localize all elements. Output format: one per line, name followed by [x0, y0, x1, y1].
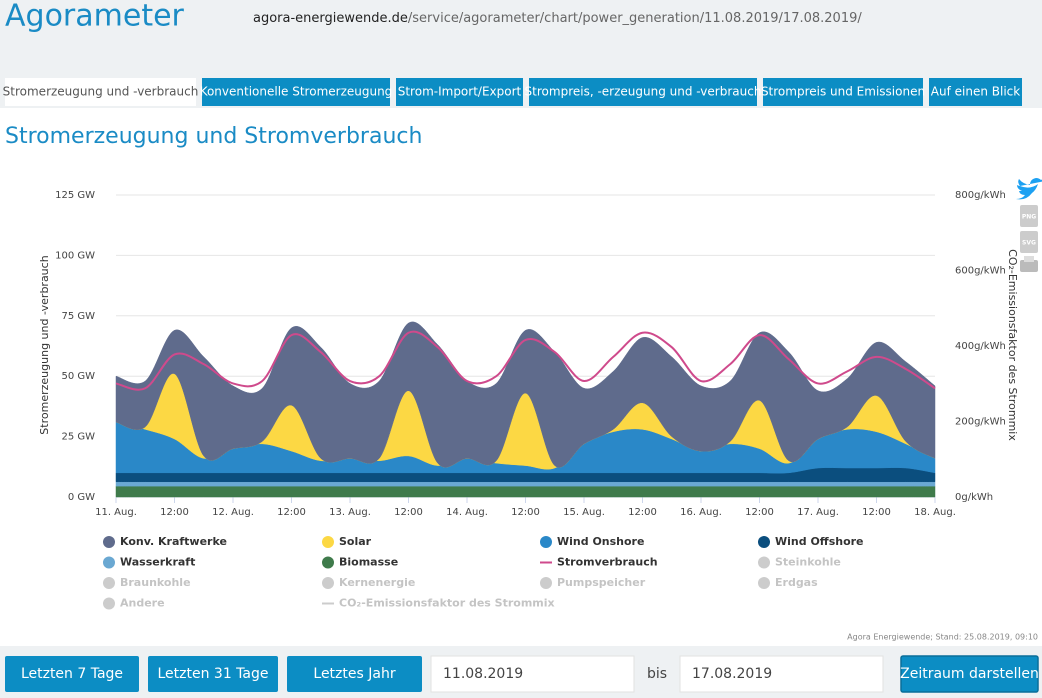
legend-label[interactable]: Solar — [339, 535, 372, 548]
url-path: /service/agorameter/chart/power_generati… — [408, 11, 862, 26]
legend-swatch[interactable] — [103, 536, 115, 548]
tab[interactable] — [763, 78, 923, 106]
range-button-label: Letzten 31 Tage — [157, 666, 268, 682]
y-tick-label: 25 GW — [61, 432, 95, 443]
export-icons — [1016, 178, 1042, 272]
y-axis-label: Stromerzeugung und -verbrauch — [38, 255, 51, 434]
legend-swatch[interactable] — [758, 577, 770, 589]
x-tick-label: 14. Aug. — [446, 507, 488, 518]
legend-label[interactable]: Andere — [120, 597, 165, 610]
tab-label: Strompreis und Emissionen — [761, 85, 925, 99]
legend-swatch[interactable] — [322, 536, 334, 548]
twitter-icon[interactable] — [1016, 178, 1042, 200]
png-icon[interactable] — [1020, 205, 1038, 227]
line — [115, 330, 936, 391]
tab[interactable] — [202, 78, 390, 106]
y2-tick-label: 800g/kWh — [955, 190, 1006, 201]
legend-swatch[interactable] — [103, 577, 115, 589]
date-input[interactable] — [679, 655, 884, 693]
tab[interactable] — [929, 78, 1022, 106]
area — [115, 485, 936, 498]
legend-label[interactable]: Biomasse — [339, 556, 398, 569]
y-tick-label: 100 GW — [55, 250, 95, 261]
range-button[interactable] — [148, 656, 278, 692]
legend-label[interactable]: Erdgas — [775, 576, 818, 589]
legend-swatch[interactable] — [758, 536, 770, 548]
export-label: SVG — [1022, 240, 1036, 247]
tab[interactable] — [529, 78, 757, 106]
tab-label: Stromerzeugung und -verbrauch — [3, 85, 199, 99]
x-tick-label: 16. Aug. — [680, 507, 722, 518]
y-tick-label: 125 GW — [55, 190, 95, 201]
range-button[interactable] — [5, 656, 139, 692]
x-tick-label: 12:00 — [394, 507, 423, 518]
x-tick-label: 15. Aug. — [563, 507, 605, 518]
legend-label[interactable]: CO₂-Emissionsfaktor des Strommix — [339, 597, 555, 610]
x-tick-label: 12:00 — [745, 507, 774, 518]
y2-axis-label: CO₂-Emissionsfaktor des Strommix — [1006, 249, 1019, 441]
print-icon-paper — [1024, 256, 1034, 262]
print-icon[interactable] — [1020, 260, 1038, 272]
x-tick-label: 12. Aug. — [212, 507, 254, 518]
to-label: bis — [647, 666, 667, 682]
legend-swatch[interactable] — [322, 556, 334, 569]
area — [115, 481, 936, 487]
submit-button[interactable] — [900, 655, 1039, 693]
legend-label[interactable]: Wasserkraft — [120, 556, 195, 569]
y2-tick-label: 600g/kWh — [955, 266, 1006, 277]
url: agora-energiewende.de/service/agorameter… — [253, 11, 862, 26]
y-tick-label: 0 GW — [68, 492, 95, 503]
legend-swatch[interactable] — [322, 577, 334, 589]
legend-swatch[interactable] — [103, 556, 115, 569]
legend-swatch[interactable] — [540, 577, 552, 589]
legend-label[interactable]: Braunkohle — [120, 576, 191, 589]
y2-tick-label: 0g/kWh — [955, 492, 993, 503]
app-title: Agorameter — [5, 0, 185, 34]
date-from: 11.08.2019 — [443, 666, 523, 682]
x-tick-label: 17. Aug. — [797, 507, 839, 518]
x-tick-label: 12:00 — [277, 507, 306, 518]
x-tick-label: 18. Aug. — [914, 507, 956, 518]
url-domain: agora-energiewende.de — [253, 11, 408, 26]
submit-label: Zeitraum darstellen — [900, 666, 1039, 682]
y-tick-label: 75 GW — [61, 311, 95, 322]
y-tick-label: 50 GW — [61, 371, 95, 382]
x-tick-label: 11. Aug. — [95, 507, 137, 518]
credit: Agora Energiewende; Stand: 25.08.2019, 0… — [847, 633, 1038, 642]
x-tick-label: 12:00 — [628, 507, 657, 518]
range-button[interactable] — [287, 656, 422, 692]
legend-label[interactable]: Steinkohle — [775, 556, 841, 569]
legend-label[interactable]: Wind Onshore — [557, 535, 644, 548]
x-tick-label: 12:00 — [511, 507, 540, 518]
legend-label[interactable]: Pumpspeicher — [557, 576, 646, 589]
tab-label: Strom-Import/Export — [398, 85, 522, 99]
legend-swatch[interactable] — [103, 597, 115, 610]
range-button-label: Letzten 7 Tage — [21, 666, 123, 682]
legend-swatch[interactable] — [758, 556, 770, 569]
x-tick-label: 13. Aug. — [329, 507, 371, 518]
y2-tick-label: 400g/kWh — [955, 341, 1006, 352]
y2-tick-label: 200g/kWh — [955, 417, 1006, 428]
chart-title: Stromerzeugung und Stromverbrauch — [5, 124, 422, 149]
tab[interactable] — [5, 78, 196, 106]
tab-label: Strompreis, -erzeugung und -verbrauch — [525, 85, 762, 99]
range-button-label: Letztes Jahr — [313, 666, 395, 682]
date-to: 17.08.2019 — [692, 666, 772, 682]
x-tick-label: 12:00 — [160, 507, 189, 518]
legend-label[interactable]: Konv. Kraftwerke — [120, 535, 227, 548]
svg-icon[interactable] — [1020, 231, 1038, 253]
area — [115, 321, 936, 468]
legend-label[interactable]: Stromverbrauch — [557, 556, 658, 569]
tab-label: Konventionelle Stromerzeugung — [200, 85, 393, 99]
legend-label[interactable]: Wind Offshore — [775, 535, 864, 548]
date-input[interactable] — [430, 655, 635, 693]
legend-label[interactable]: Kernenergie — [339, 576, 415, 589]
tab-label: Auf einen Blick — [931, 85, 1020, 99]
x-tick-label: 12:00 — [862, 507, 891, 518]
tab[interactable] — [396, 78, 523, 106]
legend-swatch[interactable] — [540, 536, 552, 548]
export-label: PNG — [1022, 214, 1036, 221]
